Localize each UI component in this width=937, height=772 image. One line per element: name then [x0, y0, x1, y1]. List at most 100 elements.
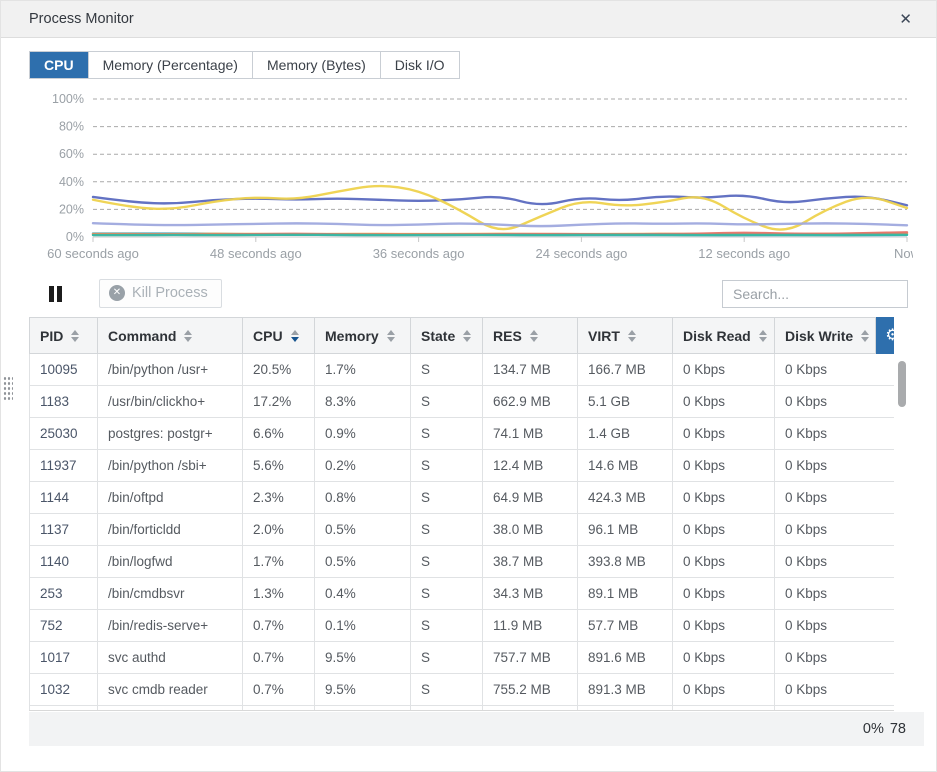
- column-header-disk-read[interactable]: Disk Read: [673, 318, 775, 354]
- cell: 752: [30, 610, 98, 642]
- cell: 0 Kbps: [673, 578, 775, 610]
- cpu-usage-chart: 0%20%40%60%80%100%60 seconds ago48 secon…: [29, 89, 908, 265]
- cell: 662.9 MB: [483, 386, 578, 418]
- cell: S: [411, 546, 483, 578]
- cell: 424.3 MB: [578, 482, 673, 514]
- y-axis-tick-label: 60%: [59, 147, 84, 161]
- tab-disk-io[interactable]: Disk I/O: [381, 52, 459, 78]
- cell: 14.6 MB: [578, 450, 673, 482]
- column-header-memory[interactable]: Memory: [315, 318, 411, 354]
- y-axis-tick-label: 40%: [59, 175, 84, 189]
- table-row[interactable]: 25030postgres: postgr+6.6%0.9%S74.1 MB1.…: [30, 418, 895, 450]
- cell: 0 Kbps: [775, 546, 895, 578]
- x-axis-tick-label: 48 seconds ago: [210, 246, 302, 261]
- cell: 89.1 MB: [578, 578, 673, 610]
- sort-arrows-icon: [71, 330, 79, 342]
- cell: 0 Kbps: [673, 514, 775, 546]
- table-row-partial: [30, 706, 895, 712]
- column-header-disk-write[interactable]: Disk Write: [775, 318, 876, 354]
- cell: 0 Kbps: [775, 386, 895, 418]
- line-chart-canvas: 0%20%40%60%80%100%60 seconds ago48 secon…: [29, 89, 913, 265]
- cell: S: [411, 674, 483, 706]
- column-header-virt[interactable]: VIRT: [578, 318, 673, 354]
- cell: 1144: [30, 482, 98, 514]
- table-row[interactable]: 10095/bin/python /usr+20.5%1.7%S134.7 MB…: [30, 354, 895, 386]
- cell: /bin/forticldd: [98, 514, 243, 546]
- cell: 0 Kbps: [673, 642, 775, 674]
- cell: 17.2%: [243, 386, 315, 418]
- column-header-pid[interactable]: PID: [30, 318, 98, 354]
- pause-icon[interactable]: [49, 283, 75, 305]
- sort-arrows-icon: [759, 330, 767, 342]
- cell: 25030: [30, 418, 98, 450]
- cpu-total-value: 0%: [863, 721, 884, 737]
- cell: 134.7 MB: [483, 354, 578, 386]
- column-header-state[interactable]: State: [411, 318, 483, 354]
- cell: S: [411, 642, 483, 674]
- column-label: CPU: [253, 328, 283, 344]
- sort-arrows-icon: [463, 330, 471, 342]
- tab-cpu[interactable]: CPU: [30, 52, 89, 78]
- table-row[interactable]: 253/bin/cmdbsvr1.3%0.4%S34.3 MB89.1 MB0 …: [30, 578, 895, 610]
- table-row[interactable]: 1032svc cmdb reader0.7%9.5%S755.2 MB891.…: [30, 674, 895, 706]
- column-header-cpu[interactable]: CPU: [243, 318, 315, 354]
- y-axis-tick-label: 100%: [52, 92, 84, 106]
- content-area: CPU Memory (Percentage) Memory (Bytes) D…: [1, 38, 936, 746]
- cell: 891.6 MB: [578, 642, 673, 674]
- table-row[interactable]: 1140/bin/logfwd1.7%0.5%S38.7 MB393.8 MB0…: [30, 546, 895, 578]
- cell: 1.7%: [315, 354, 411, 386]
- column-header-res[interactable]: RES: [483, 318, 578, 354]
- cell: 57.7 MB: [578, 610, 673, 642]
- status-footer: 0% 78: [29, 712, 924, 746]
- cell: 9.5%: [315, 674, 411, 706]
- cell: 0 Kbps: [775, 642, 895, 674]
- kill-process-button[interactable]: ✕ Kill Process: [99, 279, 222, 308]
- cell: 6.6%: [243, 418, 315, 450]
- cell: /bin/oftpd: [98, 482, 243, 514]
- table-row[interactable]: 1144/bin/oftpd2.3%0.8%S64.9 MB424.3 MB0 …: [30, 482, 895, 514]
- cell: 0 Kbps: [775, 354, 895, 386]
- cell: 5.6%: [243, 450, 315, 482]
- column-label: Command: [108, 328, 176, 344]
- y-axis-tick-label: 20%: [59, 202, 84, 216]
- cell: 64.9 MB: [483, 482, 578, 514]
- cell: [673, 706, 775, 712]
- table-row[interactable]: 752/bin/redis-serve+0.7%0.1%S11.9 MB57.7…: [30, 610, 895, 642]
- cell: 34.3 MB: [483, 578, 578, 610]
- cell: S: [411, 450, 483, 482]
- cell: 1.4 GB: [578, 418, 673, 450]
- cell: 0 Kbps: [775, 482, 895, 514]
- table-row[interactable]: 1183/usr/bin/clickho+17.2%8.3%S662.9 MB5…: [30, 386, 895, 418]
- sort-arrows-icon: [530, 330, 538, 342]
- column-header-command[interactable]: Command: [98, 318, 243, 354]
- search-input[interactable]: [722, 280, 908, 308]
- cell: /bin/redis-serve+: [98, 610, 243, 642]
- cell: 0.2%: [315, 450, 411, 482]
- cell: [775, 706, 895, 712]
- cell: 0.8%: [315, 482, 411, 514]
- window-title: Process Monitor: [29, 11, 134, 27]
- table-row[interactable]: 1137/bin/forticldd2.0%0.5%S38.0 MB96.1 M…: [30, 514, 895, 546]
- column-label: VIRT: [588, 328, 620, 344]
- cell: S: [411, 418, 483, 450]
- cell: 9.5%: [315, 642, 411, 674]
- cell: 1140: [30, 546, 98, 578]
- cell: 1.3%: [243, 578, 315, 610]
- cell: S: [411, 386, 483, 418]
- table-row[interactable]: 1017svc authd0.7%9.5%S757.7 MB891.6 MB0 …: [30, 642, 895, 674]
- cell: [411, 706, 483, 712]
- tab-memory-percentage[interactable]: Memory (Percentage): [89, 52, 253, 78]
- column-settings-button[interactable]: ⚙: [876, 318, 895, 354]
- cell: /bin/cmdbsvr: [98, 578, 243, 610]
- sort-arrows-icon: [861, 330, 869, 342]
- table-row[interactable]: 11937/bin/python /sbi+5.6%0.2%S12.4 MB14…: [30, 450, 895, 482]
- table-scrollbar[interactable]: [896, 317, 908, 711]
- process-table-container: PID Command CPU MemoryStateRES VIRT Disk Read…: [29, 317, 894, 711]
- widget-drag-handle[interactable]: [3, 376, 13, 400]
- close-icon[interactable]: ✕: [899, 12, 912, 27]
- scrollbar-thumb[interactable]: [898, 361, 906, 407]
- x-axis-tick-label: 60 seconds ago: [47, 246, 139, 261]
- cell: 0 Kbps: [673, 546, 775, 578]
- tab-memory-bytes[interactable]: Memory (Bytes): [253, 52, 381, 78]
- cell: [30, 706, 98, 712]
